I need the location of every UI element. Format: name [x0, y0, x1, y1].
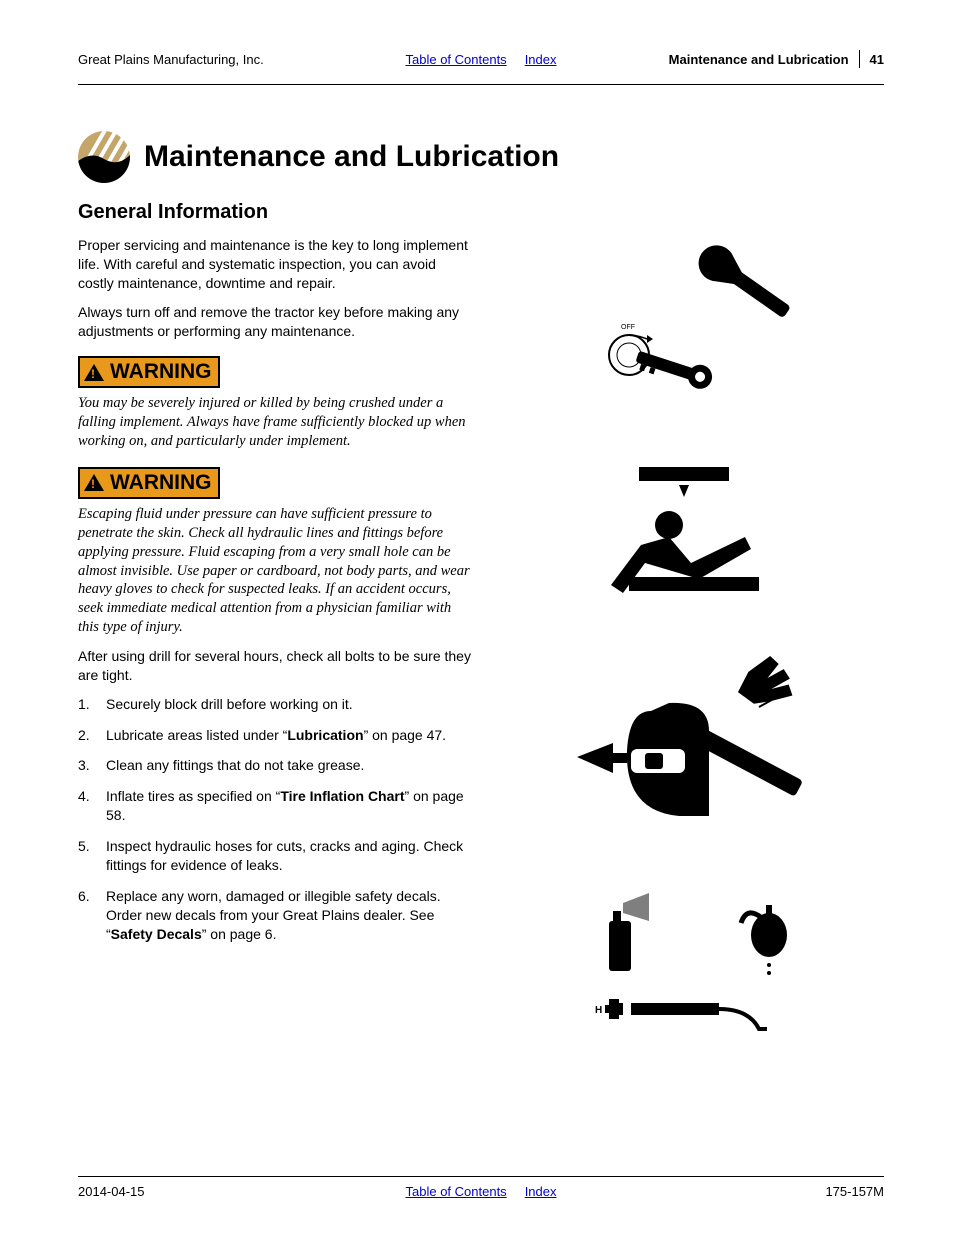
- step-2: Lubricate areas listed under “Lubricatio…: [78, 726, 473, 745]
- warning-label-2: WARNING: [78, 467, 220, 499]
- page-number: 41: [870, 52, 884, 67]
- illustration-column: OFF: [513, 201, 884, 1059]
- warning-text-label-1: WARNING: [110, 360, 212, 384]
- svg-text:H: H: [595, 1005, 602, 1016]
- step-4: Inflate tires as specified on “Tire Infl…: [78, 787, 473, 825]
- crush-hazard-icon: [569, 461, 829, 611]
- lubrication-tools-icon: H: [569, 885, 829, 1035]
- content-column: General Information Proper servicing and…: [78, 201, 473, 1059]
- step-6: Replace any worn, damaged or illegible s…: [78, 887, 473, 944]
- wrench-keyoff-icon: OFF: [569, 237, 829, 437]
- toc-link-top[interactable]: Table of Contents: [406, 52, 507, 67]
- svg-text:OFF: OFF: [621, 324, 635, 331]
- warning-triangle-icon: [84, 364, 104, 381]
- page-footer: 2014-04-15 Table of Contents Index 175-1…: [78, 1184, 884, 1199]
- para-keyoff: Always turn off and remove the tractor k…: [78, 303, 473, 341]
- warning-body-2: Escaping fluid under pressure can have s…: [78, 505, 473, 637]
- toc-link-bottom[interactable]: Table of Contents: [406, 1184, 507, 1199]
- warning-body-1: You may be severely injured or killed by…: [78, 394, 473, 451]
- chapter-title: Maintenance and Lubrication: [144, 140, 559, 174]
- section-title-header: Maintenance and Lubrication: [669, 52, 849, 67]
- header-rule: [78, 84, 884, 85]
- warning-triangle-icon: [84, 474, 104, 491]
- footer-rule: [78, 1176, 884, 1177]
- company-name: Great Plains Manufacturing, Inc.: [78, 52, 264, 67]
- step-3: Clean any fittings that do not take grea…: [78, 756, 473, 775]
- page-header: Great Plains Manufacturing, Inc. Table o…: [78, 50, 884, 68]
- hydraulic-hazard-icon: [569, 641, 829, 861]
- step-1: Securely block drill before working on i…: [78, 695, 473, 714]
- step-5: Inspect hydraulic hoses for cuts, cracks…: [78, 837, 473, 875]
- footer-date: 2014-04-15: [78, 1184, 145, 1199]
- maintenance-steps: Securely block drill before working on i…: [78, 695, 473, 944]
- warning-text-label-2: WARNING: [110, 471, 212, 495]
- warning-label-1: WARNING: [78, 356, 220, 388]
- index-link-top[interactable]: Index: [525, 52, 557, 67]
- para-bolts: After using drill for several hours, che…: [78, 647, 473, 685]
- index-link-bottom[interactable]: Index: [525, 1184, 557, 1199]
- header-divider: [859, 50, 860, 68]
- section-subtitle: General Information: [78, 201, 473, 224]
- greatplains-logo-icon: [78, 131, 130, 183]
- para-service: Proper servicing and maintenance is the …: [78, 236, 473, 293]
- doc-number: 175-157M: [825, 1184, 884, 1199]
